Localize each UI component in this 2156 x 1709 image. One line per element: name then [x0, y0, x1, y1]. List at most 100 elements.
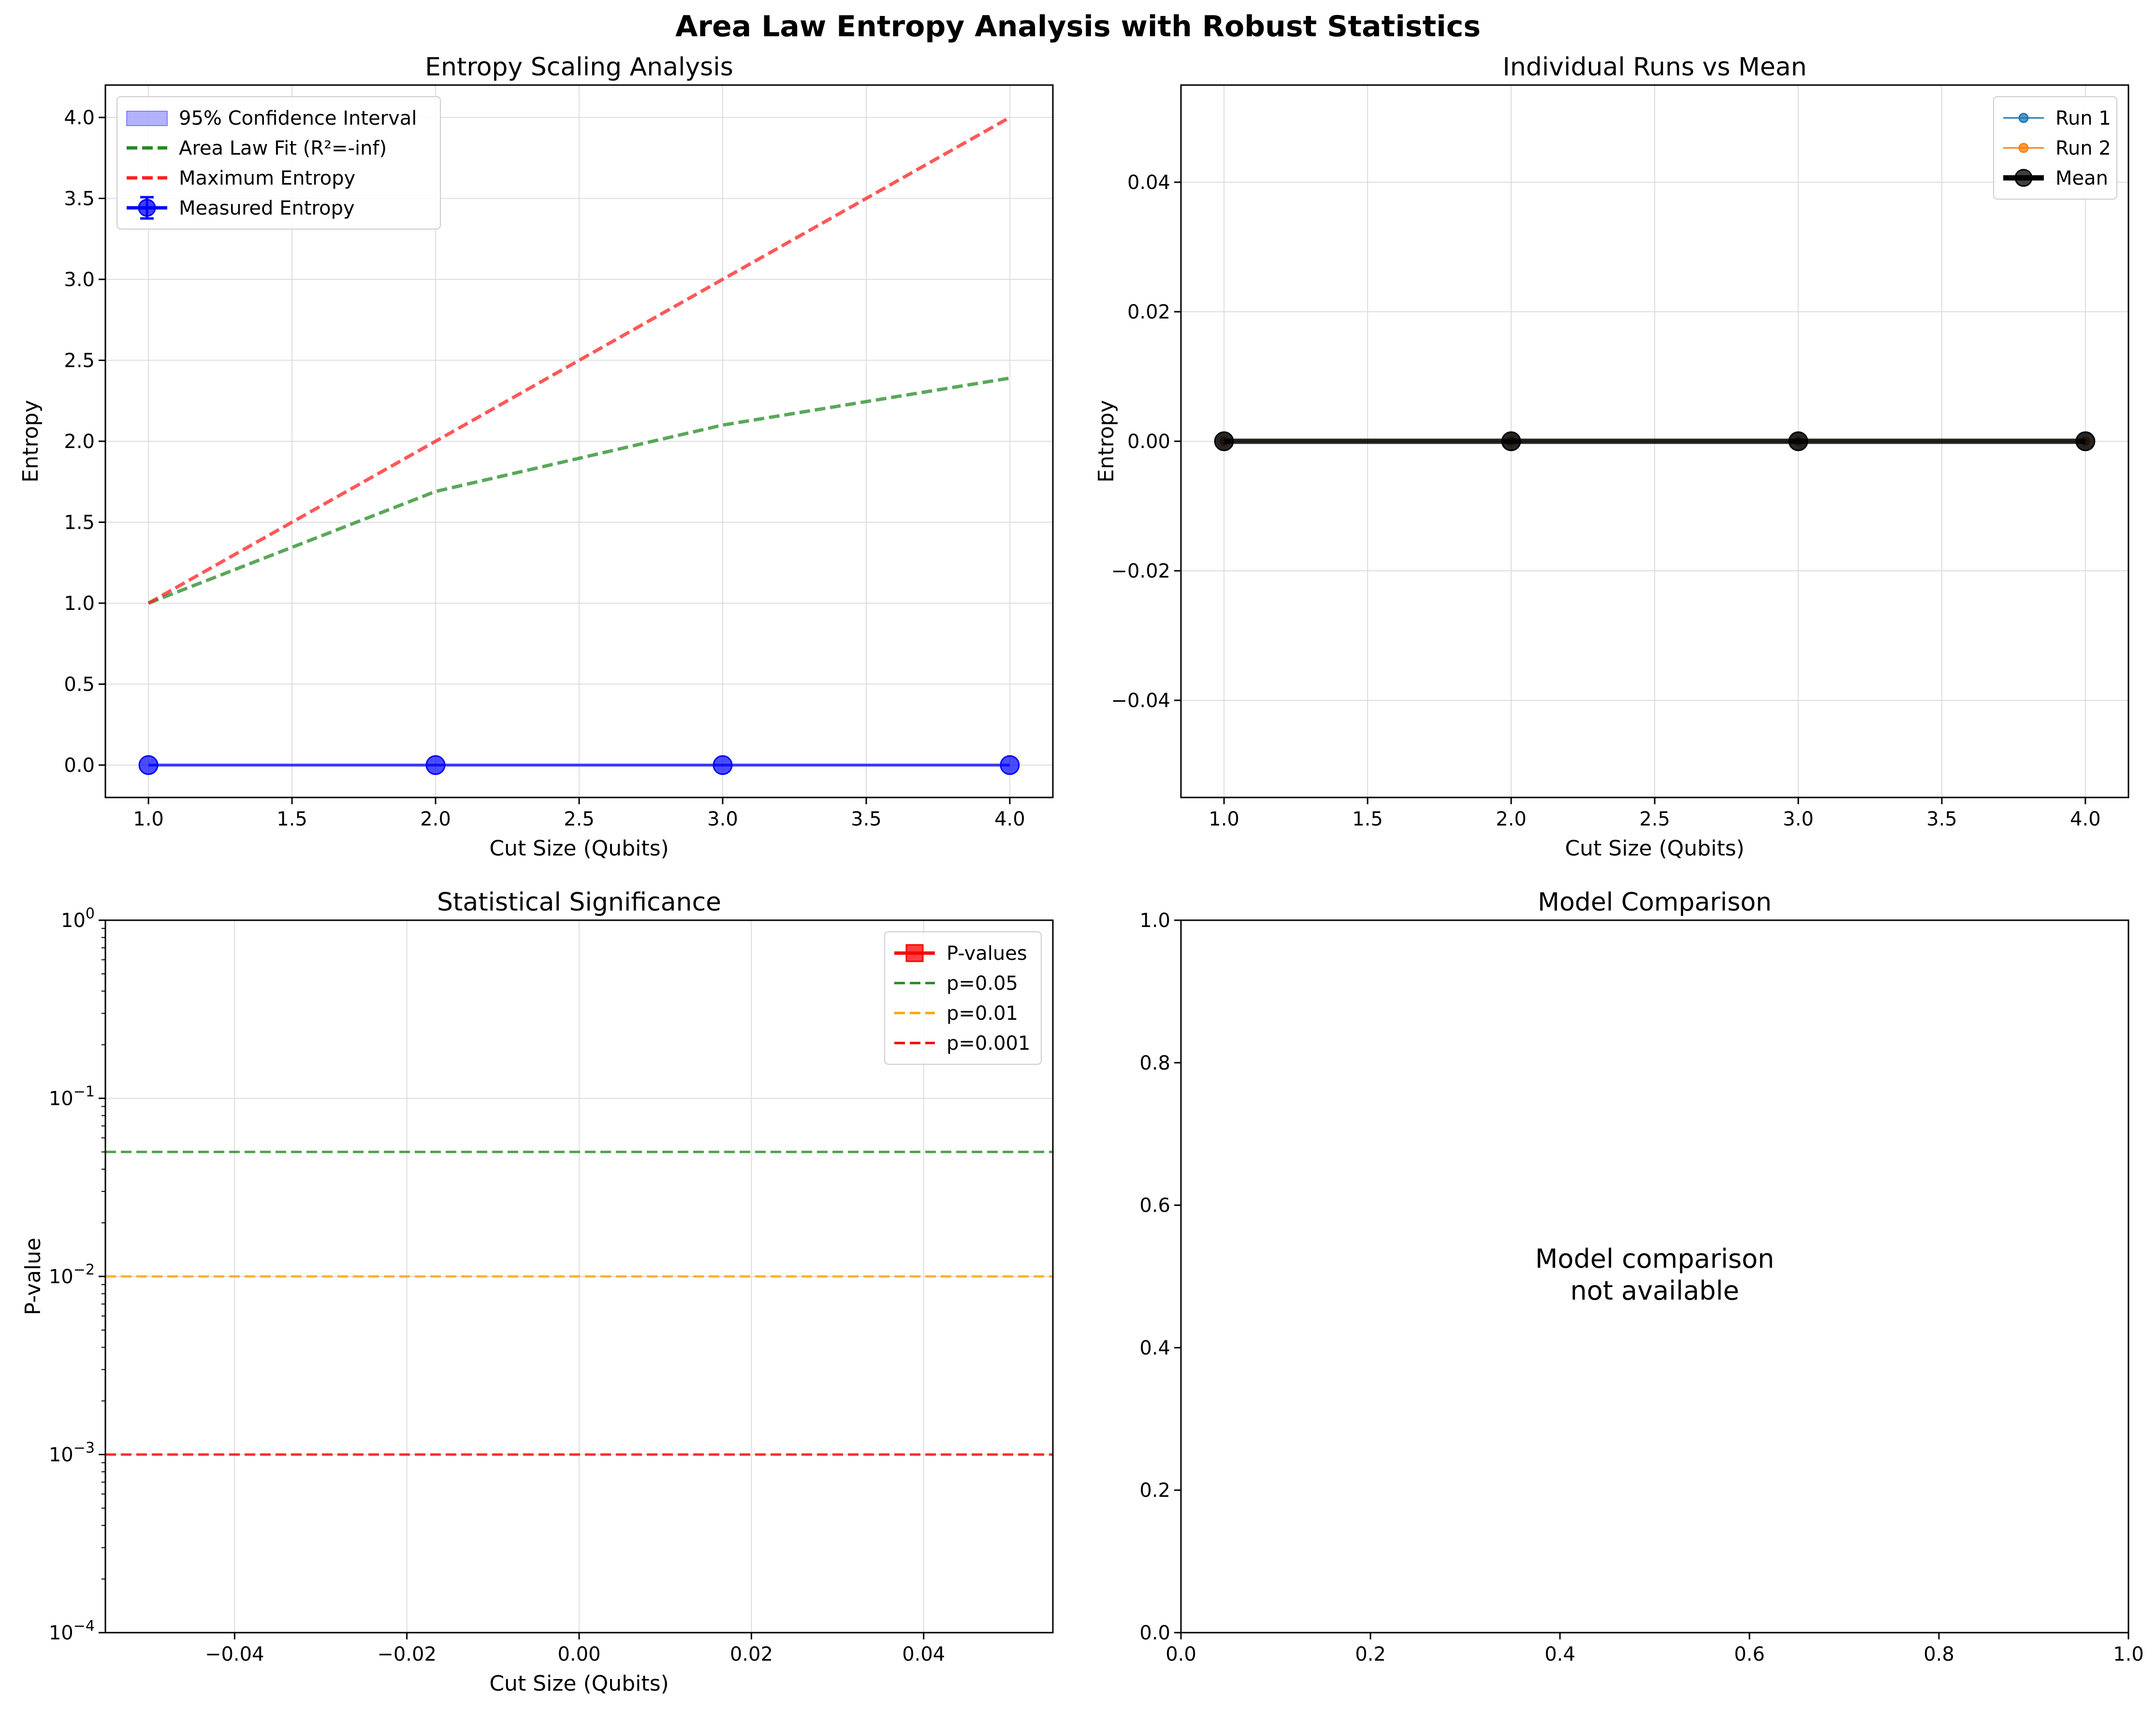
- entropy-scaling-panel: 1.0 1.5 2.0 2.5 3.0 3.5 4.0 0.0 0.5 1.0 1.5 2.0 2.5 3…: [18, 53, 1054, 861]
- axes-title: Entropy Scaling Analysis: [425, 53, 733, 82]
- legend-entry-area-law-fit-r-inf-: Area Law Fit (R²=-inf): [127, 137, 387, 159]
- y-tick-label: 2.0: [64, 431, 95, 453]
- series-measured-entropy-point: [425, 755, 446, 775]
- axes-title: Individual Runs vs Mean: [1502, 53, 1806, 82]
- x-axis-label: Cut Size (Qubits): [489, 1671, 669, 1696]
- y-tick-label: 0.00: [1127, 431, 1170, 453]
- x-tick-label: 3.5: [1926, 808, 1957, 830]
- y-tick-exponent: −3: [73, 1440, 95, 1457]
- legend-box: [884, 931, 1042, 1065]
- x-tick-label: 1.0: [1209, 808, 1239, 830]
- legend: P-values p=0.05 p=0.01 p=0.001: [884, 931, 1042, 1065]
- x-tick-label: −0.04: [205, 1643, 264, 1666]
- legend-marker: [2018, 143, 2029, 153]
- data-layer: [105, 1150, 1053, 1456]
- y-tick-label: 3.5: [64, 188, 95, 210]
- legend-label: p=0.05: [947, 972, 1018, 995]
- y-tick-base: 10: [61, 910, 86, 932]
- series-mean-point: [2075, 431, 2096, 451]
- y-tick-exponent: 0: [86, 905, 95, 922]
- individual-runs-panel: 1.0 1.5 2.0 2.5 3.0 3.5 4.0 −0.04 −0.02 0.00 0.02 0…: [1094, 53, 2129, 861]
- legend: Run 1 Run 2 Mean: [1993, 96, 2117, 200]
- y-tick-exponent: −1: [73, 1084, 95, 1101]
- x-tick-label: 0.2: [1355, 1643, 1386, 1666]
- x-tick-label: 4.0: [2070, 808, 2101, 830]
- grid-lines: [105, 85, 1053, 797]
- statistical-significance-panel: −0.04 −0.02 0.00 0.02 0.0410−410−310−210−110…: [21, 888, 1054, 1696]
- legend-label: Mean: [2055, 167, 2108, 189]
- y-tick-label: 0.0: [64, 754, 95, 777]
- x-tick-label: 1.5: [277, 808, 307, 830]
- x-tick-label: 0.04: [902, 1643, 945, 1666]
- y-tick-label: 1.5: [64, 512, 95, 534]
- series-mean-point: [1788, 431, 1808, 451]
- series-maximum-entropy-line: [147, 116, 1011, 605]
- legend: 95% Confidence Interval Area Law Fit (R²=…: [117, 96, 441, 230]
- x-tick-label: 2.5: [1639, 808, 1670, 830]
- x-tick-label: 0.8: [1923, 1643, 1954, 1666]
- legend-label: Run 1: [2055, 107, 2111, 130]
- legend-marker: [2014, 169, 2033, 187]
- y-tick-label: 1.0: [64, 593, 95, 615]
- y-tick-label: 0.8: [1139, 1052, 1170, 1074]
- axes-title: Model Comparison: [1538, 888, 1772, 917]
- y-tick-label: 0.04: [1127, 172, 1170, 194]
- y-tick-label: 1.0: [1139, 910, 1170, 932]
- y-tick-label: 0.0: [1139, 1622, 1170, 1644]
- y-tick-exponent: −4: [73, 1618, 95, 1635]
- legend-entry-run-1: Run 1: [2003, 107, 2111, 130]
- series-measured-entropy-point: [1000, 755, 1020, 775]
- legend-label: p=0.01: [947, 1002, 1018, 1025]
- data-layer: [1214, 431, 2096, 451]
- legend-marker: [2018, 113, 2029, 123]
- y-tick-label: 10−1: [49, 1084, 95, 1110]
- series-area-law-fit-r-inf--line: [147, 376, 1010, 605]
- legend-label: Measured Entropy: [179, 197, 355, 219]
- y-axis-label: Entropy: [1094, 400, 1119, 483]
- legend-label: Area Law Fit (R²=-inf): [179, 137, 387, 159]
- x-tick-label: 3.0: [707, 808, 738, 830]
- legend-label: Maximum Entropy: [179, 167, 355, 189]
- y-tick-label: 10−4: [49, 1618, 95, 1644]
- series-mean-point: [1501, 431, 1521, 451]
- y-axis-label: Entropy: [18, 400, 43, 483]
- y-tick-label: 3.0: [64, 269, 95, 291]
- y-tick-label: 0.02: [1127, 301, 1170, 323]
- legend-entry-p-0-01: p=0.01: [894, 1002, 1018, 1025]
- y-tick-base: 10: [49, 1088, 73, 1110]
- series-measured-entropy-point: [138, 755, 159, 775]
- x-tick-label: 0.00: [557, 1643, 600, 1666]
- legend-label: Run 2: [2055, 137, 2111, 159]
- x-tick-label: 2.5: [564, 808, 595, 830]
- legend-entry-p-0-001: p=0.001: [894, 1032, 1030, 1055]
- x-tick-label: 0.02: [730, 1643, 773, 1666]
- figure-title: Area Law Entropy Analysis with Robust St…: [675, 10, 1481, 43]
- x-tick-label: 3.0: [1783, 808, 1814, 830]
- x-tick-label: 1.0: [2113, 1643, 2144, 1666]
- legend-entry-p-0-05: p=0.05: [894, 972, 1018, 995]
- annotation-text: Model comparison: [1535, 1244, 1775, 1274]
- x-axis-label: Cut Size (Qubits): [1565, 836, 1744, 861]
- axes-title: Statistical Significance: [437, 888, 721, 917]
- x-tick-label: 0.0: [1165, 1643, 1196, 1666]
- y-tick-label: 10−2: [49, 1261, 95, 1288]
- x-tick-label: 0.4: [1544, 1643, 1575, 1666]
- y-tick-label: 0.6: [1139, 1195, 1170, 1217]
- axes-frame: [1180, 919, 2129, 1634]
- legend-swatch: [126, 111, 168, 126]
- legend-entry-maximum-entropy: Maximum Entropy: [127, 167, 355, 189]
- legend-marker: [905, 944, 924, 962]
- x-axis-label: Cut Size (Qubits): [489, 836, 669, 861]
- y-tick-label: 100: [61, 905, 95, 932]
- x-tick-label: −0.02: [377, 1643, 437, 1666]
- legend-label: 95% Confidence Interval: [179, 107, 417, 130]
- data-layer: [138, 116, 1020, 775]
- x-tick-label: 3.5: [851, 808, 882, 830]
- x-tick-label: 0.6: [1734, 1643, 1765, 1666]
- y-tick-base: 10: [49, 1622, 73, 1644]
- y-tick-label: 4.0: [64, 107, 95, 129]
- y-tick-label: 0.4: [1139, 1337, 1170, 1359]
- y-axis-label: P-value: [21, 1238, 45, 1315]
